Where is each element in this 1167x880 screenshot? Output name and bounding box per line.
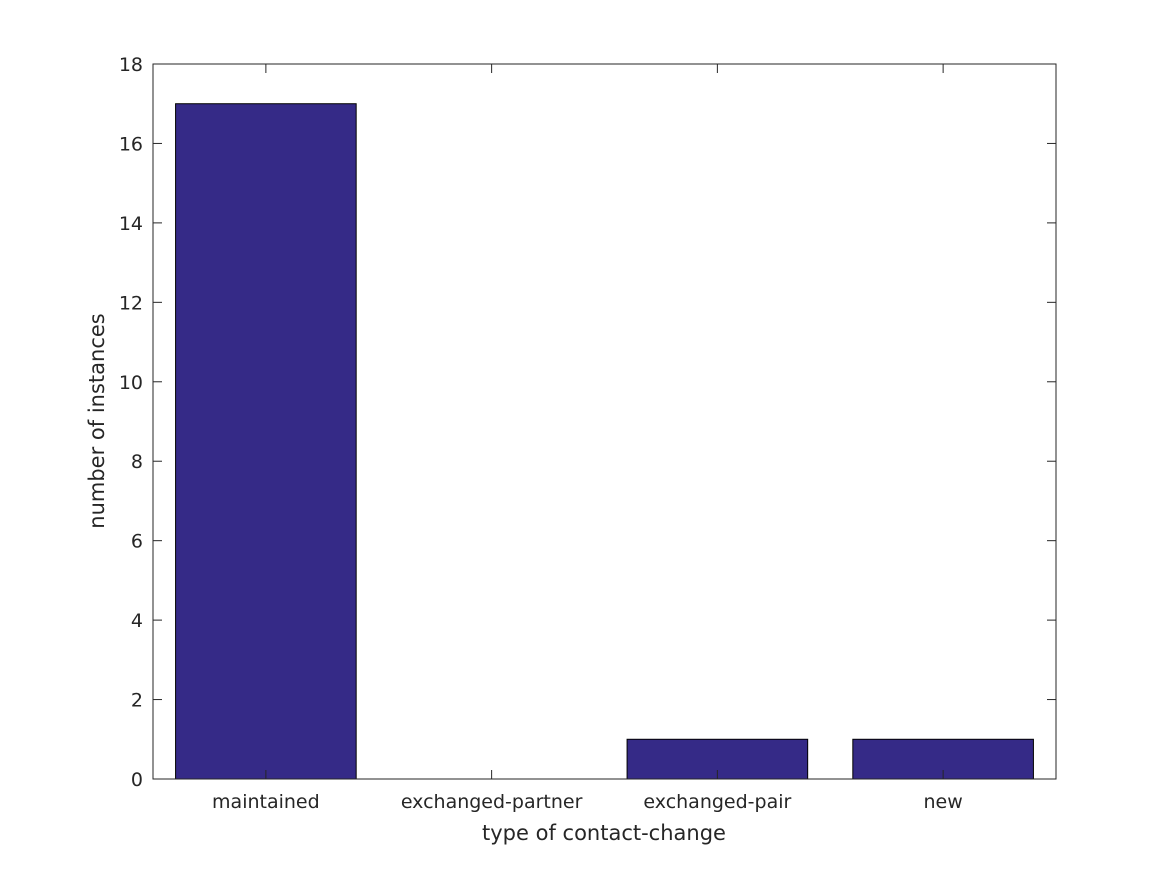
plot-frame [152,63,1057,780]
y-tick-label: 0 [131,769,143,791]
ticks-layer: maintained exchanged-partner exchanged-pai… [119,54,1056,813]
y-tick-label: 16 [119,133,143,155]
x-tick-label: maintained [212,791,320,813]
x-tick-label: exchanged-partner [401,791,583,813]
y-tick-label: 18 [119,54,143,76]
bars-layer [175,103,1034,780]
y-axis-title: number of instances [85,313,109,528]
bar-maintained [175,103,357,780]
y-tick-label: 2 [131,690,143,712]
y-tick-label: 12 [119,292,143,314]
x-tick-label: exchanged-pair [643,791,791,813]
y-tick-label: 4 [131,610,143,632]
y-tick-label: 14 [119,213,143,235]
x-tick-label: new [923,791,962,813]
y-tick-label: 8 [131,451,143,473]
y-tick-label: 6 [131,531,143,553]
y-tick-label: 10 [119,372,143,394]
x-axis-title: type of contact-change [482,821,726,845]
